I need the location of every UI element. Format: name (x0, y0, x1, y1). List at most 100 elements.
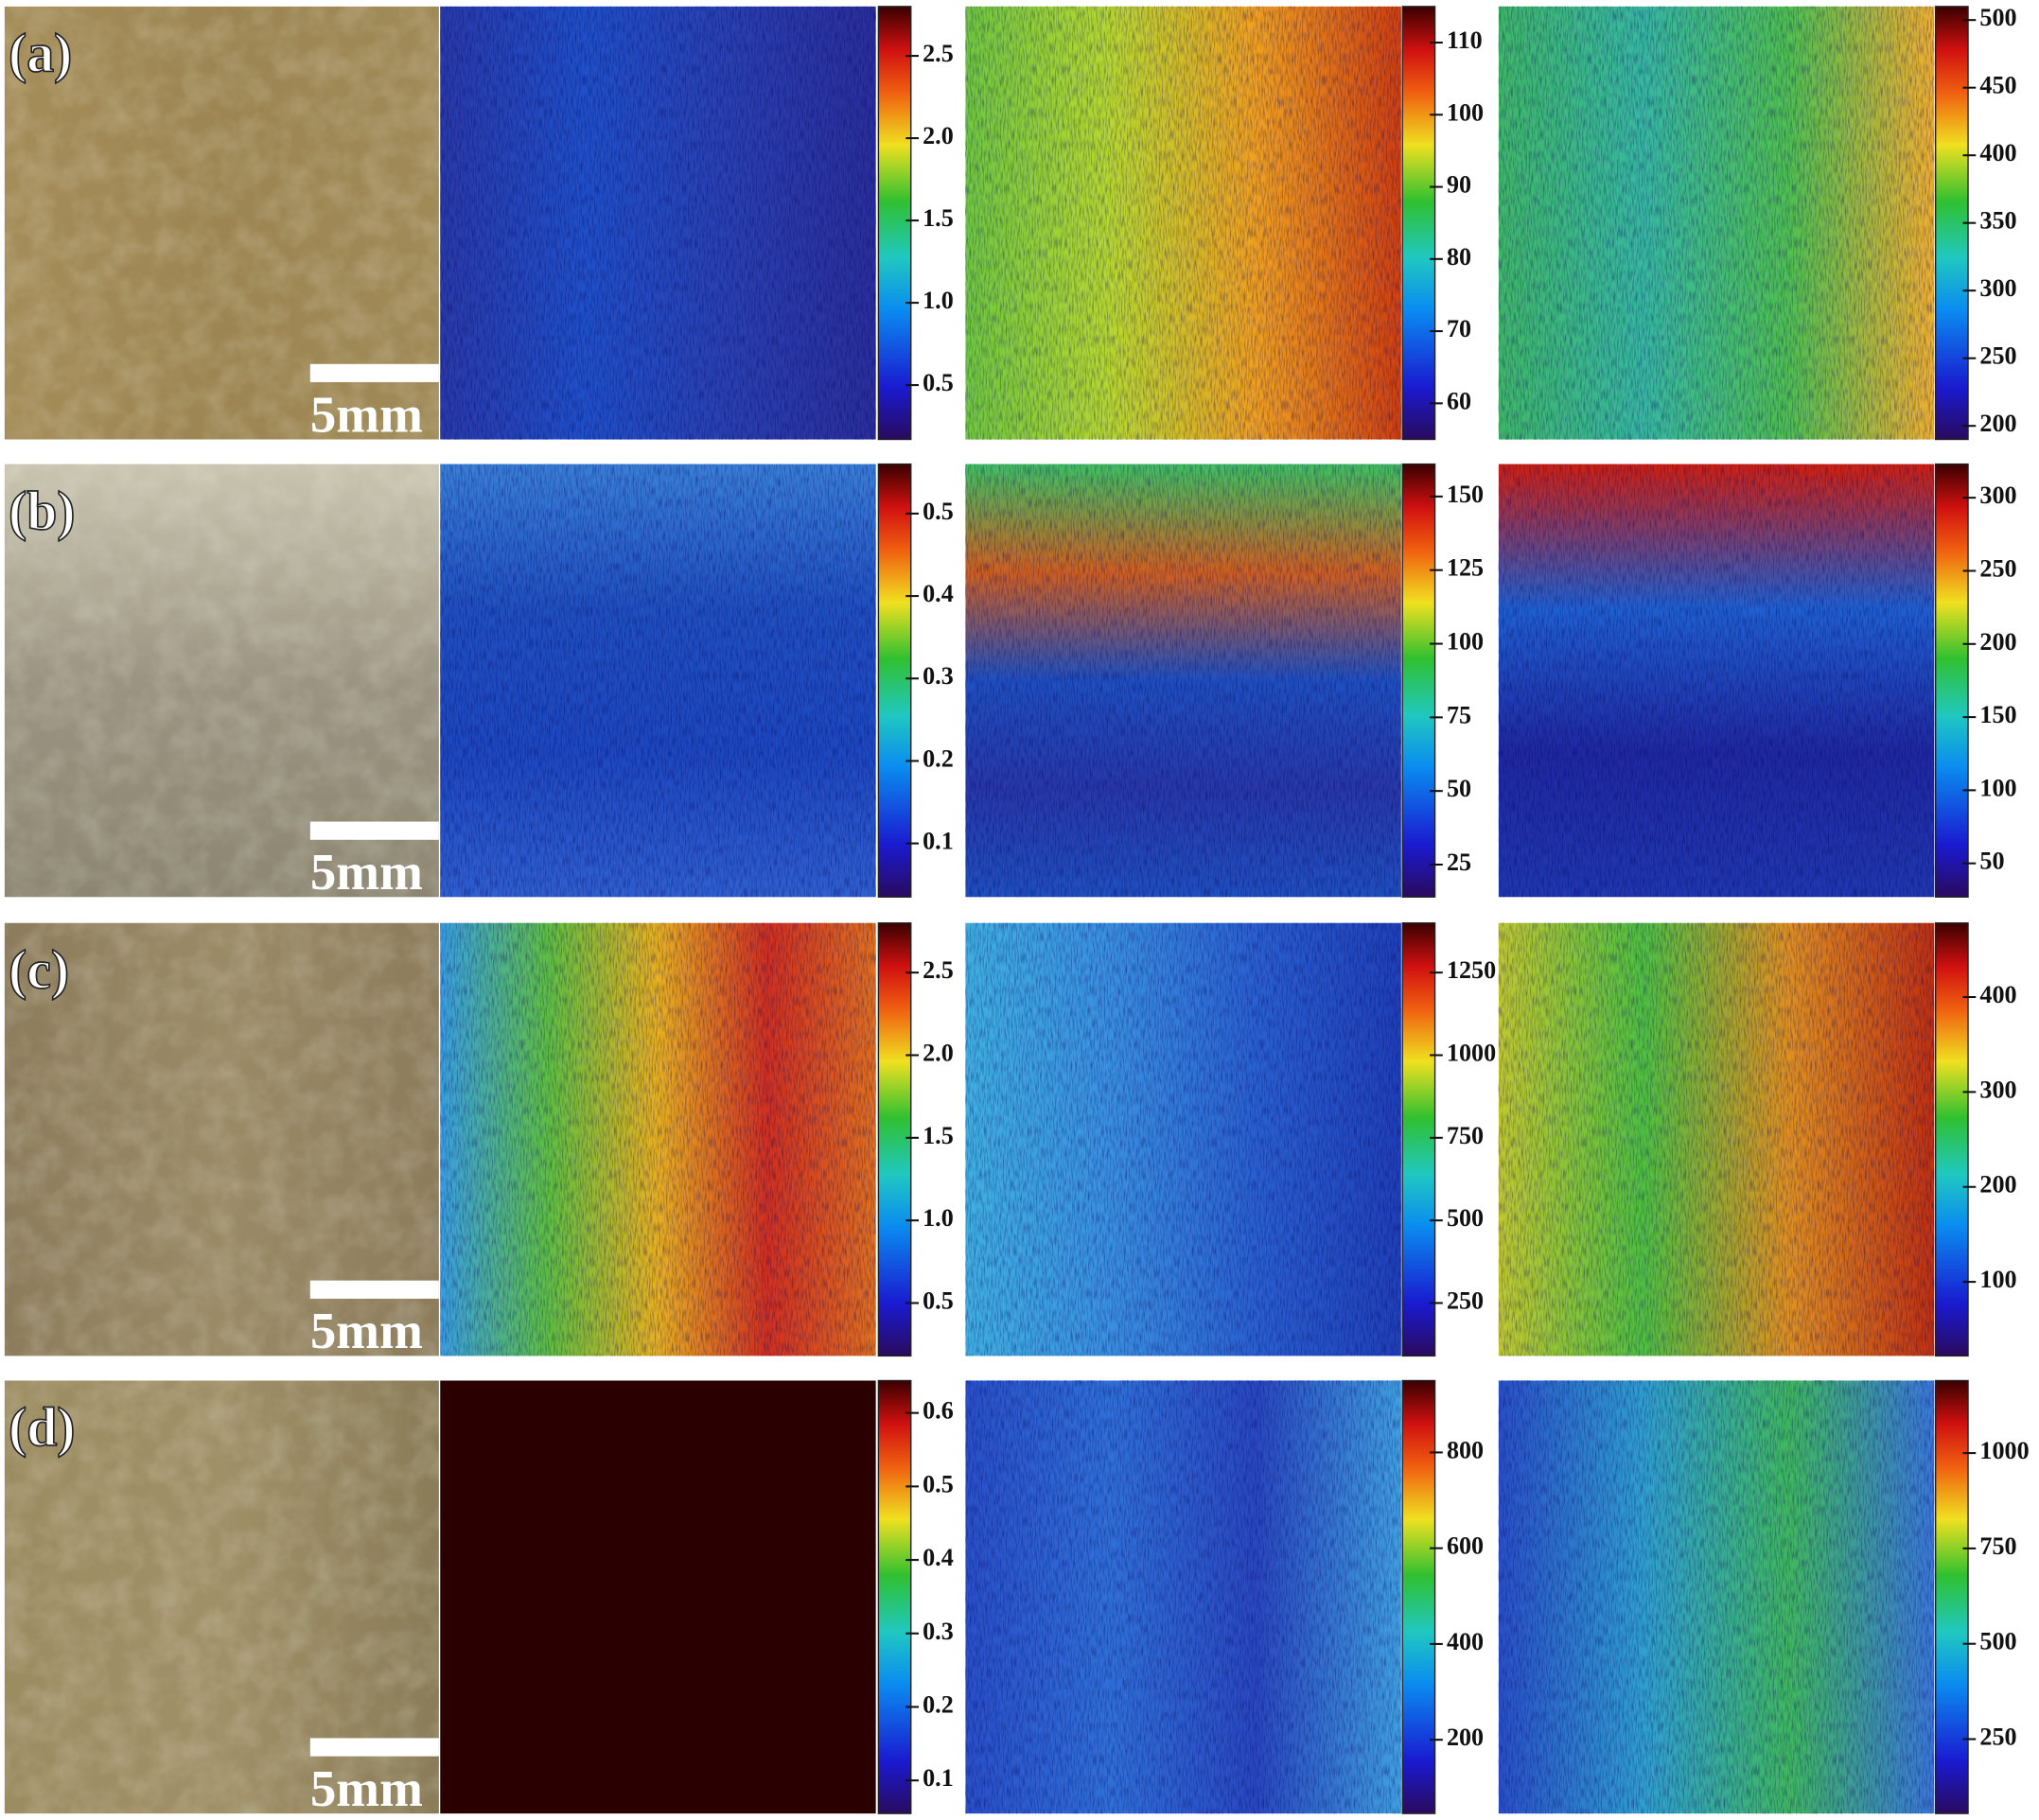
colorbar-tick-label: 250 (1979, 554, 2016, 582)
scale-bar-label: 5mm (310, 385, 423, 443)
colorbar (1401, 1379, 1436, 1814)
heatmap-texture (965, 922, 1401, 1356)
colorbar-tick-label: 200 (1979, 1171, 2016, 1199)
colorbar-tick-label: 150 (1979, 701, 2016, 728)
colorbar-tick-label: 250 (1979, 1723, 2016, 1750)
heatmap-texture (1498, 922, 1935, 1356)
colorbar-tick-label: 70 (1447, 315, 1471, 342)
colorbar-tick-label: 50 (1979, 848, 2004, 875)
scale-bar (309, 1280, 439, 1299)
colorbar-tick-label: 500 (1447, 1204, 1484, 1232)
colorbar-tick-label: 0.5 (923, 498, 954, 525)
colorbar (877, 6, 912, 441)
colorbar-tick-label: 100 (1979, 774, 2016, 801)
colorbar-tick-label: 60 (1447, 387, 1471, 414)
colorbar-tick-label: 1.5 (923, 204, 954, 232)
colorbar (877, 463, 912, 898)
colorbar-tick-label: 500 (1979, 4, 2016, 31)
heatmap-texture (1498, 1380, 1935, 1814)
colorbar-tick-label: 75 (1447, 701, 1471, 728)
scale-bar-label: 5mm (310, 1759, 423, 1817)
colorbar-tick-label: 300 (1979, 1076, 2016, 1103)
panel-label: (d) (9, 1398, 76, 1458)
colorbar-tick-label: 25 (1447, 849, 1471, 876)
colorbar-tick-label: 1000 (1979, 1437, 2029, 1464)
colorbar-tick-label: 450 (1979, 72, 2016, 99)
colorbar-tick-label: 250 (1979, 342, 2016, 370)
heatmap-texture (440, 6, 876, 440)
colorbar-tick-label: 110 (1447, 26, 1483, 54)
colorbar-tick-label: 2.5 (923, 40, 954, 67)
colorbar-tick-label: 0.2 (923, 744, 954, 772)
heatmap-texture (965, 1380, 1401, 1814)
colorbar (1934, 1379, 1969, 1814)
colorbar-tick-label: 350 (1979, 207, 2016, 235)
colorbar-tick-label: 90 (1447, 171, 1471, 199)
colorbar (1401, 922, 1436, 1357)
colorbar-tick-label: 750 (1447, 1122, 1484, 1149)
colorbar-tick-label: 50 (1447, 775, 1471, 802)
colorbar-tick-label: 400 (1447, 1628, 1484, 1655)
colorbar-tick-label: 200 (1979, 628, 2016, 656)
colorbar-tick-label: 1.0 (923, 287, 954, 314)
colorbar-tick-label: 0.1 (923, 828, 954, 855)
scale-bar (309, 821, 439, 840)
colorbar-tick-label: 1250 (1447, 956, 1496, 984)
colorbar-tick-label: 1.0 (923, 1204, 954, 1232)
colorbar (1401, 463, 1436, 898)
colorbar-tick-label: 1.5 (923, 1122, 954, 1149)
colorbar-tick-label: 400 (1979, 981, 2016, 1008)
colorbar (1934, 6, 1969, 441)
colorbar-tick-label: 2.5 (923, 956, 954, 984)
panel-label: (a) (9, 25, 72, 84)
scale-bar-label: 5mm (310, 843, 423, 901)
scale-bar-label: 5mm (310, 1302, 423, 1359)
colorbar (877, 1379, 912, 1814)
heatmap-texture (965, 464, 1401, 898)
colorbar-tick-label: 750 (1979, 1532, 2016, 1560)
heatmap-texture (1498, 6, 1935, 440)
colorbar-tick-label: 400 (1979, 139, 2016, 166)
scale-bar (309, 1738, 439, 1757)
colorbar-tick-label: 100 (1979, 1266, 2016, 1293)
heatmap-texture (965, 6, 1401, 440)
colorbar (877, 922, 912, 1357)
heatmap-texture (1498, 464, 1935, 898)
colorbar-tick-label: 800 (1447, 1436, 1484, 1463)
colorbar-tick-label: 1000 (1447, 1039, 1496, 1066)
panel-label: (b) (9, 481, 76, 541)
colorbar-tick-label: 80 (1447, 243, 1471, 271)
colorbar-tick-label: 0.5 (923, 369, 954, 396)
heatmap (440, 1380, 876, 1814)
colorbar-tick-label: 0.2 (923, 1690, 954, 1718)
colorbar (1401, 6, 1436, 441)
colorbar-tick-label: 100 (1447, 628, 1484, 656)
colorbar-tick-label: 150 (1447, 481, 1484, 508)
panel-label: (c) (9, 940, 69, 1000)
colorbar-tick-label: 600 (1447, 1532, 1484, 1560)
colorbar-tick-label: 300 (1979, 481, 2016, 509)
colorbar-tick-label: 125 (1447, 554, 1484, 582)
colorbar-tick-label: 0.3 (923, 662, 954, 690)
colorbar-tick-label: 0.6 (923, 1397, 954, 1425)
colorbar (1934, 922, 1969, 1357)
heatmap-texture (440, 922, 876, 1356)
colorbar-tick-label: 0.1 (923, 1764, 954, 1792)
colorbar-tick-label: 0.4 (923, 580, 954, 607)
colorbar-tick-label: 500 (1979, 1628, 2016, 1655)
colorbar-tick-label: 0.3 (923, 1618, 954, 1645)
heatmap-texture (440, 464, 876, 898)
colorbar-tick-label: 100 (1447, 98, 1484, 126)
colorbar-tick-label: 300 (1979, 274, 2016, 302)
colorbar-tick-label: 250 (1447, 1286, 1484, 1314)
colorbar (1934, 463, 1969, 898)
scale-bar (309, 363, 439, 383)
colorbar-tick-label: 200 (1447, 1724, 1484, 1751)
colorbar-tick-label: 0.4 (923, 1544, 954, 1571)
colorbar-tick-label: 2.0 (923, 1039, 954, 1066)
colorbar-tick-label: 0.5 (923, 1286, 954, 1314)
colorbar-tick-label: 0.5 (923, 1470, 954, 1497)
colorbar-tick-label: 2.0 (923, 122, 954, 149)
